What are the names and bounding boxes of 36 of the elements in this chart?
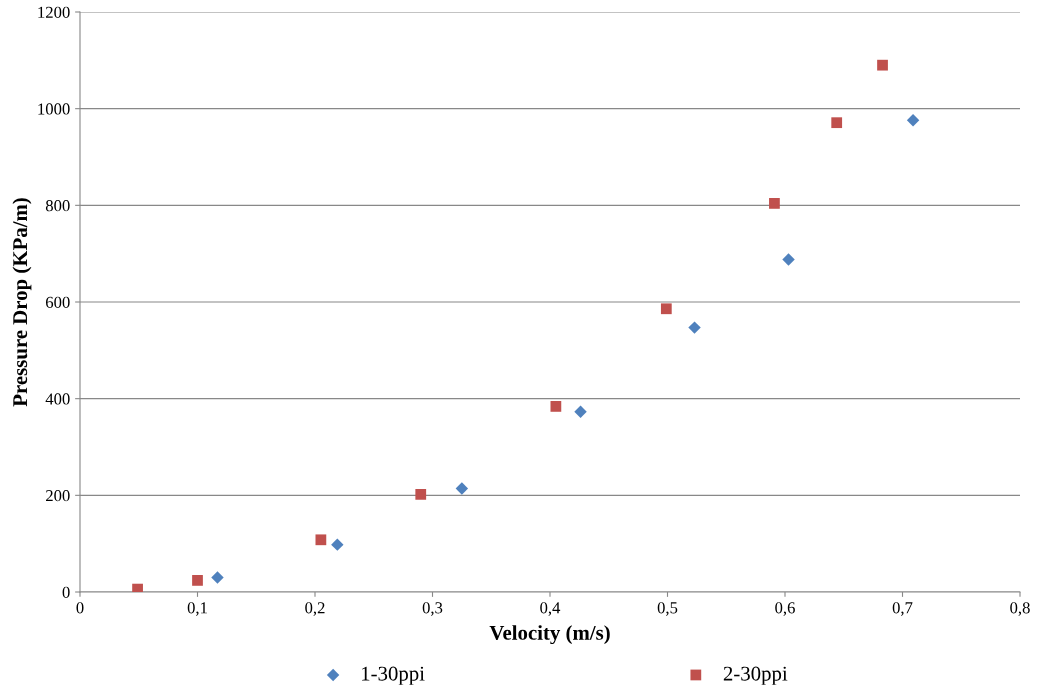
- y-tick-label: 400: [45, 393, 70, 405]
- point: [315, 534, 327, 546]
- point: [192, 575, 203, 586]
- legend-label: 2-30ppi: [723, 666, 788, 685]
- legend-label: 1-30ppi: [362, 666, 425, 685]
- x-tick-label: 0,1: [187, 602, 207, 616]
- point: [132, 583, 143, 592]
- point: [688, 321, 701, 334]
- point: [906, 114, 920, 127]
- point: [211, 571, 224, 584]
- x-tick-label: 0: [76, 602, 84, 614]
- x-tick-label: 0,7: [892, 602, 913, 616]
- y-tick-label: 600: [45, 296, 70, 308]
- y-tick-label: 200: [46, 490, 70, 502]
- point: [331, 538, 344, 551]
- point: [550, 401, 562, 412]
- x-tick-label: 0,3: [422, 602, 443, 616]
- point: [877, 59, 888, 71]
- x-tick-label: 0,5: [657, 602, 678, 616]
- y-tick-label: 1000: [38, 103, 70, 115]
- y-axis-title: Pressure Drop (KPa/m): [12, 198, 32, 407]
- x-tick-label: 0,8: [1010, 602, 1030, 616]
- x-axis-title: Velocity (m/s): [489, 625, 610, 645]
- point: [660, 303, 672, 315]
- point: [831, 117, 843, 129]
- point: [782, 253, 795, 266]
- point: [455, 482, 469, 495]
- y-tick-label: 800: [45, 200, 70, 212]
- x-tick-label: 0,2: [305, 602, 325, 616]
- x-tick-label: 0,4: [540, 602, 561, 616]
- point: [415, 488, 427, 500]
- point: [574, 405, 587, 418]
- y-tick-label: 1200: [38, 6, 70, 18]
- point: [769, 198, 780, 209]
- x-tick-label: 0,6: [775, 602, 795, 616]
- y-tick-label: 0: [62, 586, 70, 598]
